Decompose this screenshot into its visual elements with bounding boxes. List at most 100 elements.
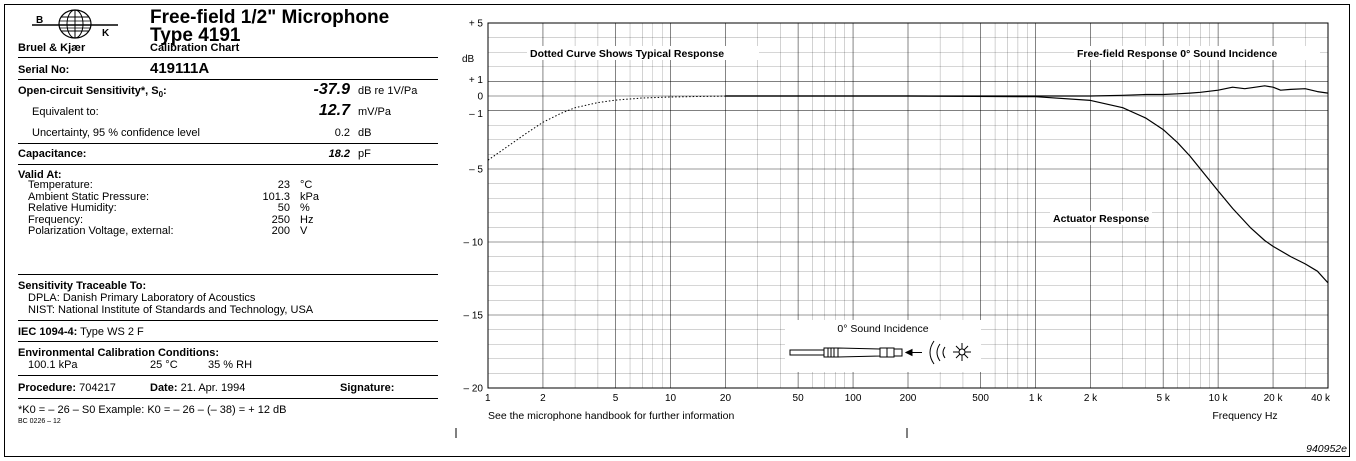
divider (18, 320, 438, 321)
traceable-dpla: DPLA: Danish Primary Laboratory of Acous… (28, 292, 256, 304)
logo-letter-k: K (102, 28, 110, 39)
chart-title: Free-field 1/2" Microphone (150, 7, 390, 28)
y-tick-label: + 5 (469, 19, 484, 30)
valid-at-row-unit: % (300, 202, 310, 214)
x-tick-label: 200 (900, 393, 917, 404)
traceable-nist: NIST: National Institute of Standards an… (28, 304, 314, 316)
valid-at-values: 23 101.3 50 250 200 (220, 179, 290, 238)
equivalent-value: 12.7 (318, 102, 350, 119)
env-temp: 25 °C (150, 359, 178, 371)
x-tick-label: 1 (485, 393, 491, 404)
valid-at-units: °C kPa % Hz V (300, 179, 319, 238)
annotation-freefield: Free-field Response 0° Sound Incidence (1074, 46, 1320, 60)
freefield-note: Free-field Response 0° Sound Incidence (1077, 48, 1277, 60)
env-rh: 35 % RH (208, 359, 253, 371)
y-axis-ticks: + 5 + 1 0 – 1 – 5 – 10 – 15 – 20 (464, 19, 484, 395)
figure-code: 940952e (1306, 443, 1347, 455)
uncertainty-value: 0.2 (334, 127, 350, 139)
divider (18, 143, 438, 144)
capacitance-label: Capacitance: (18, 148, 87, 160)
traceable-label: Sensitivity Traceable To: (18, 280, 147, 292)
series-line-2 (725, 95, 1329, 284)
sensitivity-label: Open-circuit Sensitivity*, S0: (18, 85, 167, 100)
x-tick-label: 20 k (1264, 393, 1284, 404)
annotation-actuator: Actuator Response (1050, 211, 1152, 225)
chart-subtitle: Calibration Chart (150, 42, 240, 54)
valid-at-row-unit: kPa (300, 190, 319, 203)
incidence-inset: 0° Sound Incidence (785, 320, 981, 372)
logo-letter-b: B (36, 15, 43, 26)
sound-source-icon (929, 340, 971, 365)
chart-model: Type 4191 (150, 25, 241, 46)
series-line-0 (487, 95, 726, 161)
valid-at-row-value: 50 (277, 202, 290, 214)
valid-at-row-name: Polarization Voltage, external: (28, 225, 174, 237)
x-tick-label: 2 (540, 393, 546, 404)
procedure-line: Procedure: 704217 (18, 382, 116, 394)
x-tick-label: 10 k (1209, 393, 1229, 404)
x-tick-label: 1 k (1029, 393, 1043, 404)
chart-frame (4, 4, 1350, 457)
valid-at-row-value: 200 (271, 225, 290, 237)
y-tick-label: – 20 (464, 384, 484, 395)
handbook-note: See the microphone handbook for further … (488, 410, 734, 422)
valid-at-row-name: Temperature: (28, 179, 93, 191)
valid-at-names: Temperature: Ambient Static Pressure: Re… (28, 179, 174, 238)
chart-curves (487, 85, 1329, 284)
actuator-note: Actuator Response (1053, 213, 1149, 225)
divider (18, 398, 438, 399)
sensitivity-unit: dB re 1V/Pa (358, 85, 418, 97)
annotation-dotted: Dotted Curve Shows Typical Response (527, 46, 759, 60)
valid-at-row-value: 23 (277, 179, 290, 191)
uncertainty-unit: dB (358, 127, 372, 139)
footnote: *K0 = – 26 – S0 Example: K0 = – 26 – (– … (18, 404, 287, 416)
incidence-label: 0° Sound Incidence (837, 323, 928, 335)
valid-at-row-name: Ambient Static Pressure: (28, 190, 150, 203)
valid-at-row-value: 250 (271, 213, 290, 226)
serial-label: Serial No: (18, 64, 70, 76)
globe-logo-icon: B K (32, 9, 118, 39)
env-label: Environmental Calibration Conditions: (18, 347, 220, 359)
divider (18, 57, 438, 58)
x-tick-label: 10 (665, 393, 677, 404)
divider (18, 79, 438, 80)
series-line-1 (725, 85, 1329, 97)
capacitance-unit: pF (358, 148, 371, 160)
capacitance-value: 18.2 (328, 148, 350, 160)
y-tick-label: – 15 (464, 311, 484, 322)
x-tick-label: 2 k (1084, 393, 1098, 404)
x-axis-ticks: 1 2 5 10 20 50 100 200 500 1 k 2 k 5 k 10 k 20 k 40 k (485, 393, 1331, 404)
y-tick-label: – 1 (469, 109, 483, 120)
valid-at-row-name: Relative Humidity: (28, 202, 117, 214)
valid-at-row-unit: °C (300, 179, 313, 191)
microphone-icon (789, 347, 922, 358)
y-tick-label: + 1 (469, 75, 484, 86)
iec-line: IEC 1094-4: Type WS 2 F (18, 326, 144, 338)
valid-at-row-value: 101.3 (262, 190, 290, 203)
y-tick-label: 0 (477, 92, 483, 103)
x-axis-label: Frequency Hz (1212, 410, 1277, 422)
valid-at-label: Valid At: (18, 169, 62, 181)
equivalent-label: Equivalent to: (32, 106, 99, 118)
x-tick-label: 100 (845, 393, 862, 404)
divider (18, 341, 438, 342)
divider (18, 164, 438, 165)
date-line: Date: 21. Apr. 1994 (150, 382, 246, 394)
divider (18, 375, 438, 376)
valid-at-row-unit: V (300, 225, 308, 237)
x-tick-label: 5 (613, 393, 619, 404)
equivalent-unit: mV/Pa (358, 106, 392, 118)
y-tick-label: – 5 (469, 165, 483, 176)
company-name: Bruel & Kjær (18, 42, 86, 54)
x-tick-label: 40 k (1311, 393, 1331, 404)
x-tick-label: 500 (972, 393, 989, 404)
signature-label: Signature: (340, 382, 395, 394)
x-tick-label: 20 (720, 393, 732, 404)
x-tick-label: 50 (793, 393, 805, 404)
dotted-curve-note: Dotted Curve Shows Typical Response (530, 48, 724, 60)
form-code: BC 0226 – 12 (18, 418, 61, 425)
serial-value: 419111A (150, 60, 210, 77)
y-axis-label: dB (462, 54, 475, 65)
x-tick-label: 5 k (1156, 393, 1170, 404)
